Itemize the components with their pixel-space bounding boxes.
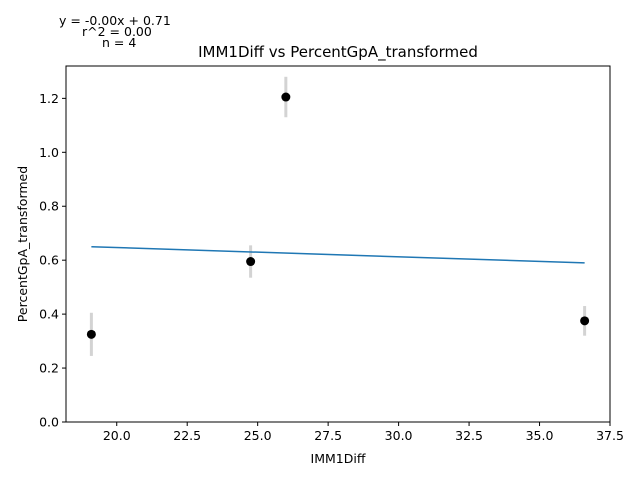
x-tick-label: 35.0 (526, 428, 554, 443)
x-tick-label: 20.0 (103, 428, 131, 443)
n-annotation: n = 4 (102, 35, 136, 50)
y-tick-label: 0.4 (39, 307, 59, 322)
data-point (580, 316, 590, 326)
y-axis-label: PercentGpA_transformed (15, 166, 30, 322)
y-tick-label: 0.6 (39, 253, 59, 268)
y-tick-label: 1.2 (39, 91, 59, 106)
equation-annotation: y = -0.00x + 0.71 (59, 13, 171, 28)
x-axis: 20.0 22.5 25.0 27.5 30.0 32.5 35.0 37.5 (103, 422, 624, 443)
x-tick-label: 32.5 (455, 428, 483, 443)
x-tick-label: 25.0 (244, 428, 272, 443)
y-tick-label: 0.8 (39, 199, 59, 214)
data-point (246, 257, 256, 267)
data-point (281, 92, 291, 102)
chart-title: IMM1Diff vs PercentGpA_transformed (198, 43, 478, 62)
x-tick-label: 22.5 (173, 428, 201, 443)
y-tick-label: 1.0 (39, 145, 59, 160)
x-tick-label: 27.5 (314, 428, 342, 443)
data-point (86, 329, 96, 339)
x-tick-label: 37.5 (596, 428, 624, 443)
regression-line (91, 245, 585, 264)
y-tick-label: 0.0 (39, 415, 59, 430)
y-tick-label: 0.2 (39, 361, 59, 376)
axes-frame (65, 65, 611, 423)
plot-area (86, 76, 590, 356)
x-tick-label: 30.0 (385, 428, 413, 443)
x-axis-label: IMM1Diff (311, 451, 366, 466)
r2-annotation: r^2 = 0.00 (82, 24, 152, 39)
y-axis: 0.0 0.2 0.4 0.6 0.8 1.0 1.2 (39, 91, 66, 430)
